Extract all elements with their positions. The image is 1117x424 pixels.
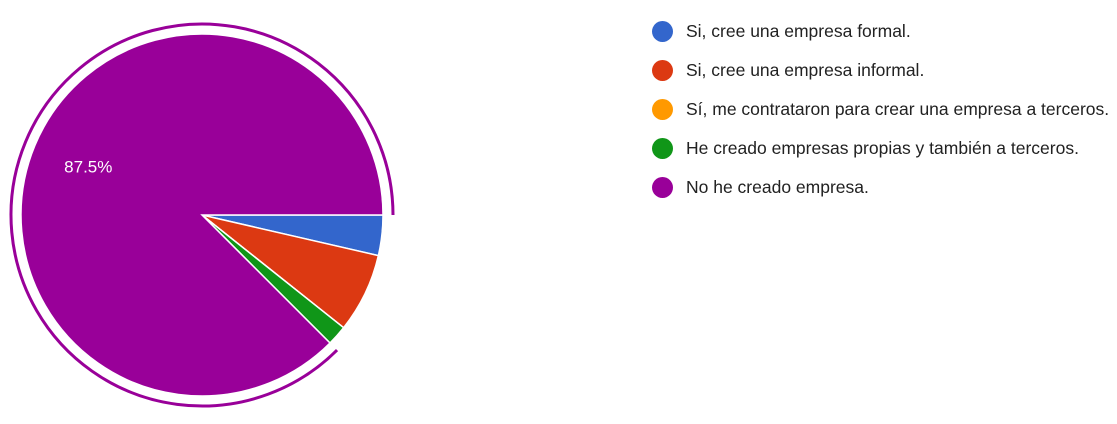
legend-item: Si, cree una empresa informal.	[652, 51, 1117, 90]
legend-item: No he creado empresa.	[652, 168, 1117, 207]
slice-highlight	[9, 22, 395, 408]
legend-swatch	[652, 99, 673, 120]
legend-swatch	[652, 177, 673, 198]
legend: Si, cree una empresa formal. Si, cree una…	[652, 12, 1117, 207]
legend-label: Si, cree una empresa formal.	[686, 21, 911, 41]
pie-slice	[20, 33, 384, 397]
legend-label: No he creado empresa.	[686, 177, 869, 197]
legend-swatch	[652, 138, 673, 159]
legend-label: Sí, me contrataron para crear una empres…	[686, 99, 1110, 119]
legend-label: Si, cree una empresa informal.	[686, 60, 925, 80]
slice-label: 87.5%	[64, 157, 112, 176]
legend-item: Sí, me contrataron para crear una empres…	[652, 90, 1117, 129]
pie-area: 87.5%	[9, 22, 395, 408]
legend-swatch	[652, 21, 673, 42]
legend-item: Si, cree una empresa formal.	[652, 12, 1117, 51]
legend-item: He creado empresas propias y también a t…	[652, 129, 1117, 168]
legend-label: He creado empresas propias y también a t…	[686, 138, 1079, 158]
legend-swatch	[652, 60, 673, 81]
